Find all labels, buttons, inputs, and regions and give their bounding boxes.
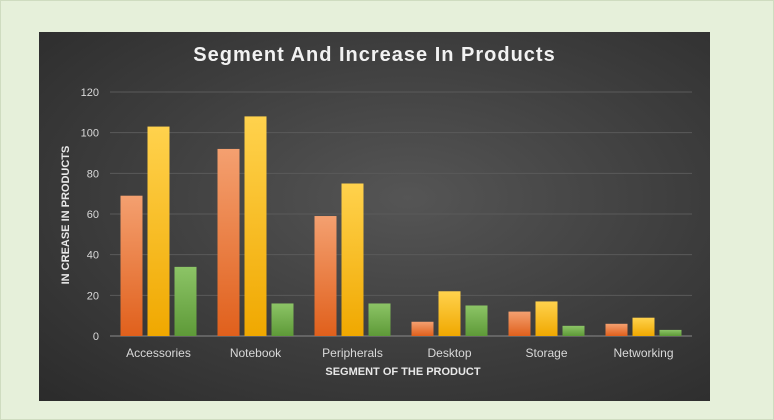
bar-peripherals-series-1 [314,216,337,336]
y-tick-label: 120 [81,87,99,99]
chart-title: Segment And Increase In Products [193,44,556,66]
bar-desktop-series-3 [465,305,488,336]
bar-desktop-series-1 [411,321,434,336]
y-tick-label: 80 [87,168,99,180]
bar-storage-series-2 [535,301,558,336]
y-axis-label: IN CREASE IN PRODUCTS [60,145,72,285]
bar-peripherals-series-3 [368,303,391,336]
bar-notebook-series-2 [244,116,267,337]
y-tick-label: 60 [87,209,99,221]
bar-networking-series-2 [632,317,655,336]
bar-notebook-series-1 [217,148,240,336]
x-axis-label: SEGMENT OF THE PRODUCT [325,366,481,378]
bar-networking-series-3 [659,329,682,336]
x-tick-label: Accessories [126,346,191,360]
y-tick-label: 100 [81,128,99,140]
y-tick-label: 20 [87,290,99,302]
x-tick-label: Notebook [230,346,282,360]
x-tick-label: Networking [613,346,673,360]
bar-notebook-series-3 [271,303,294,336]
bar-accessories-series-1 [120,195,143,336]
bar-networking-series-1 [605,323,628,336]
bar-accessories-series-3 [174,266,197,336]
x-tick-label: Storage [525,346,567,360]
bar-accessories-series-2 [147,126,170,336]
bar-storage-series-1 [508,311,531,336]
y-tick-label: 40 [87,250,99,262]
bar-peripherals-series-2 [341,183,364,336]
bar-desktop-series-2 [438,291,461,336]
y-tick-label: 0 [93,331,99,343]
x-tick-label: Peripherals [322,346,383,360]
x-tick-label: Desktop [427,346,471,360]
bar-storage-series-3 [562,325,585,336]
